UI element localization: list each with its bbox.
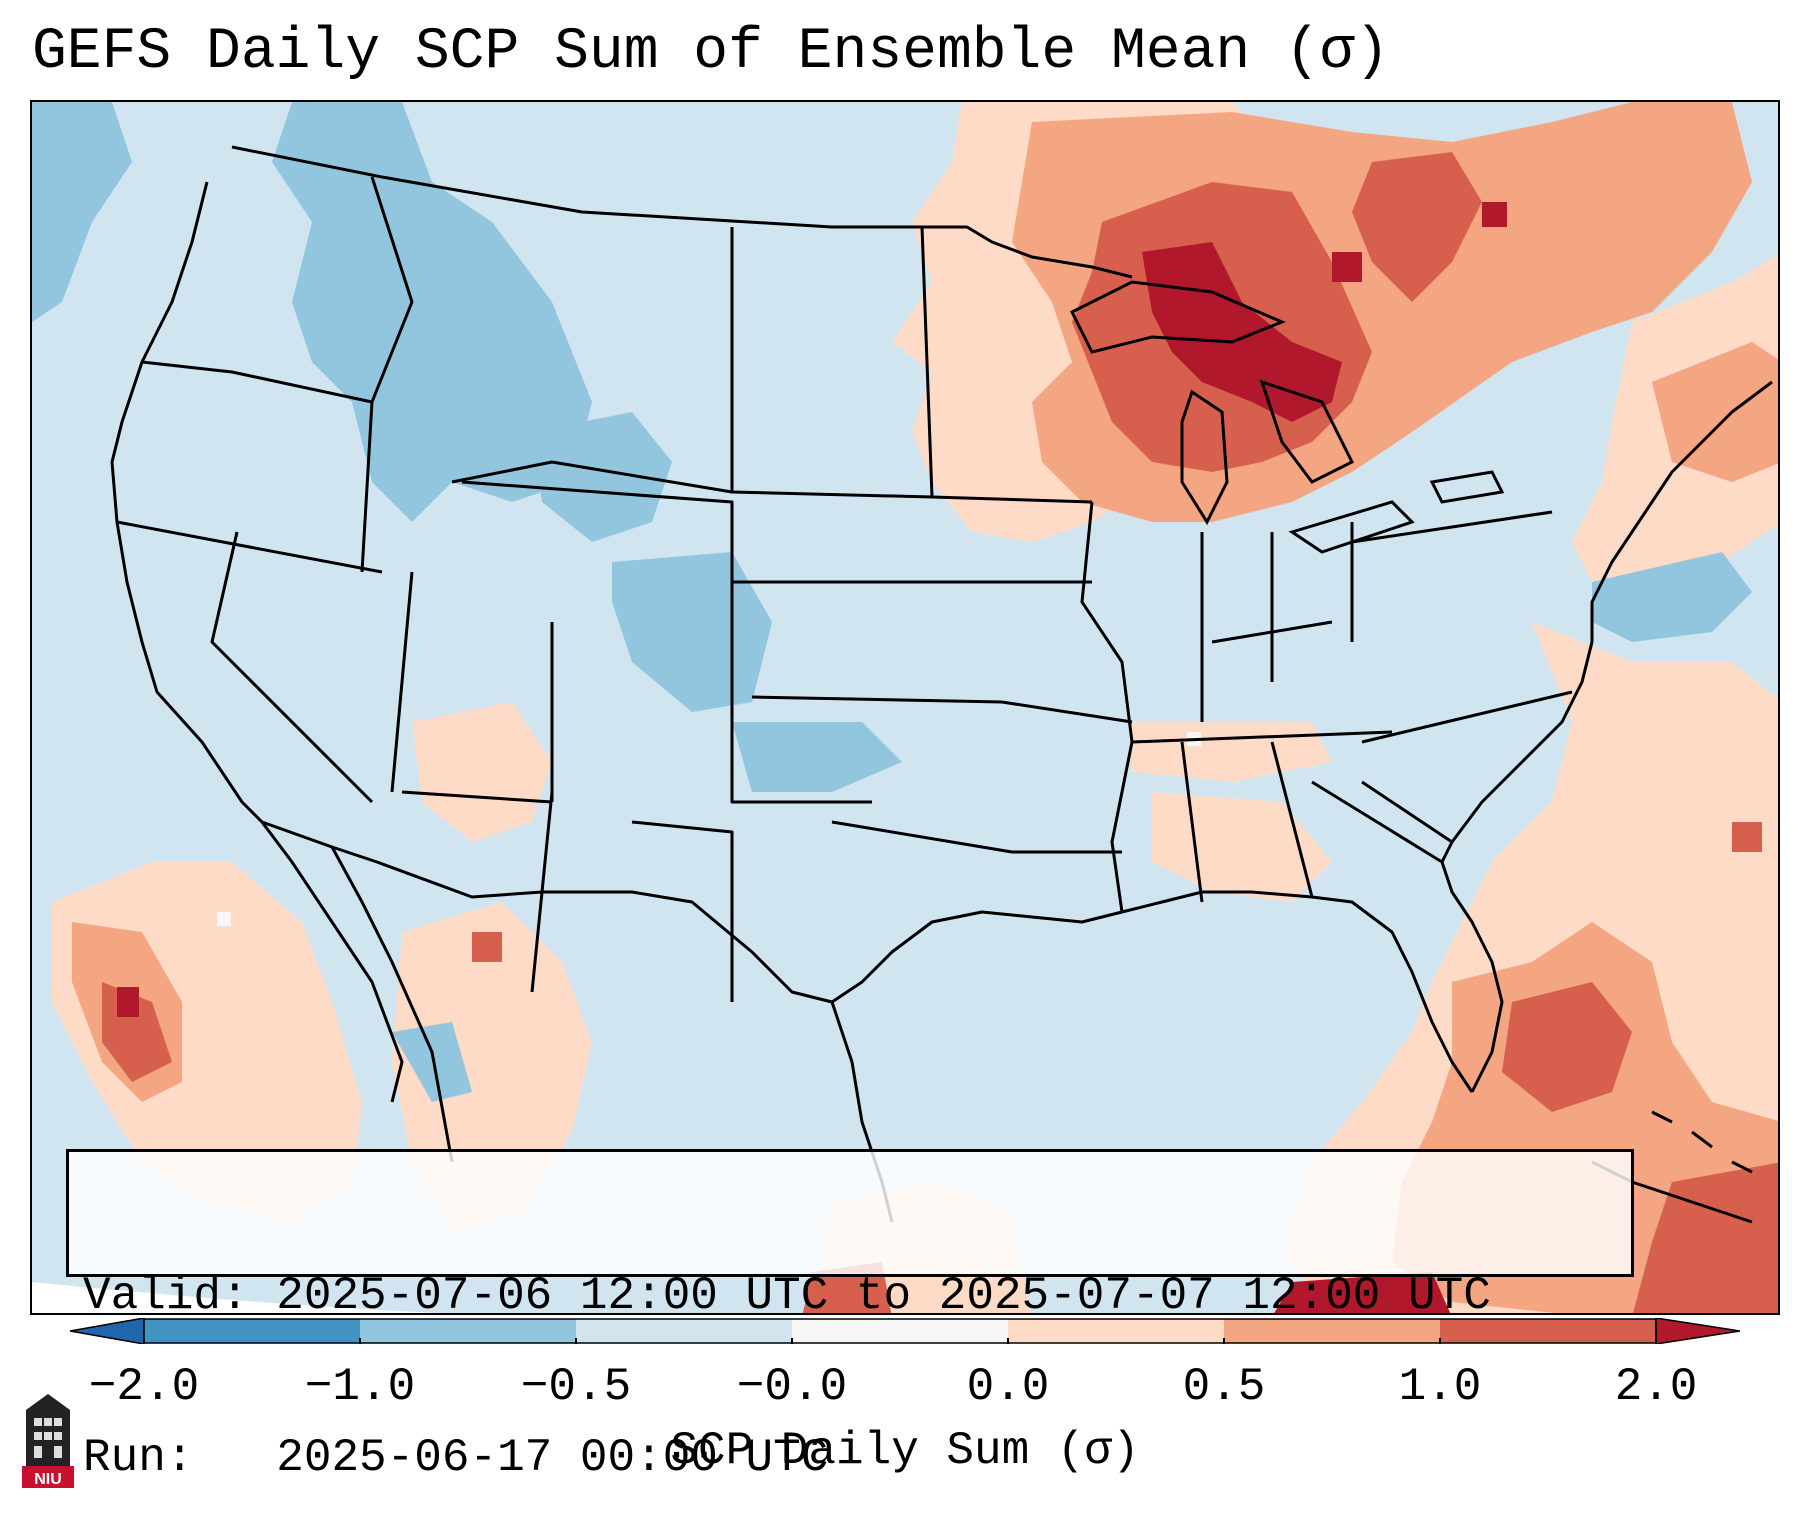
florida bbox=[1440, 841, 1504, 1093]
lake-michigan bbox=[1180, 389, 1229, 526]
state-line-ms-al bbox=[1180, 741, 1204, 903]
state-line-ks-ok bbox=[751, 695, 1003, 704]
map-panel bbox=[30, 100, 1780, 1315]
east-coast bbox=[1450, 380, 1773, 843]
colorbar-tick-label: −2.0 bbox=[88, 1361, 200, 1413]
colorbar-tick-label: 0.5 bbox=[1182, 1361, 1266, 1413]
state-line-al-ga bbox=[1270, 741, 1314, 898]
anomaly-region-oklahoma-negative bbox=[732, 722, 902, 792]
state-line-mt-wy bbox=[451, 460, 733, 494]
state-line-az-nm bbox=[530, 791, 554, 993]
anomaly-cell-quebec-extreme bbox=[1332, 252, 1362, 282]
anomaly-region-cuba-extreme bbox=[1274, 1272, 1451, 1313]
anomaly-region-quebec-strong bbox=[1352, 152, 1482, 302]
state-line-mn-west bbox=[920, 226, 934, 498]
niu-logo-text: NIU bbox=[34, 1471, 62, 1488]
valid-time-box: Valid: 2025-07-06 12:00 UTC to 2025-07-0… bbox=[66, 1149, 1634, 1484]
lake-ontario bbox=[1429, 470, 1505, 504]
baja-california bbox=[260, 821, 404, 1103]
us-canada-border bbox=[231, 145, 1133, 279]
anomaly-region-atlantic-negative bbox=[1592, 552, 1752, 642]
anomaly-region-great-lakes-extreme bbox=[1142, 242, 1342, 422]
anomaly-cell-mexico-strong bbox=[472, 932, 502, 962]
state-line-ok-tx bbox=[831, 820, 1013, 854]
zero-cell-pacific bbox=[217, 912, 231, 926]
state-line-pa-ny bbox=[1351, 510, 1553, 544]
gulf-coast-east bbox=[1121, 890, 1474, 1093]
state-line-nv-ut bbox=[390, 571, 414, 793]
anomaly-cell-atlantic-strong bbox=[1732, 822, 1762, 852]
state-line-mn-ia bbox=[931, 495, 1093, 504]
projection-edge bbox=[32, 1282, 439, 1313]
state-line-nc-sc bbox=[1361, 780, 1453, 844]
niu-logo-windows bbox=[34, 1418, 62, 1458]
state-line-or-ca bbox=[116, 520, 383, 574]
texas-gulf-coast bbox=[831, 910, 1123, 1004]
state-line-va-nc bbox=[1361, 690, 1573, 744]
anomaly-region-pacific-northwest-negative bbox=[32, 102, 132, 322]
anomaly-region-florida-strong bbox=[1502, 982, 1632, 1112]
colorbar-ticks bbox=[143, 1338, 1657, 1344]
state-line-nm-tx bbox=[631, 820, 734, 1002]
valid-time-text: Valid: 2025-07-06 12:00 UTC to 2025-07-0… bbox=[83, 1270, 1491, 1322]
anomaly-map bbox=[32, 102, 1778, 1313]
state-line-mississippi-river bbox=[1080, 501, 1134, 913]
colorbar-bin-2 bbox=[360, 1319, 576, 1343]
anomaly-region-gulf-coast-positive bbox=[1152, 792, 1332, 902]
colorbar-outline bbox=[143, 1318, 1657, 1344]
state-line-wa-or bbox=[141, 360, 373, 404]
state-line-ga-sc bbox=[1311, 780, 1443, 864]
colorbar-tick-label: −0.0 bbox=[736, 1361, 848, 1413]
colorbar-tick-label: −1.0 bbox=[304, 1361, 416, 1413]
us-mexico-border bbox=[261, 820, 833, 1004]
anomaly-region-caribbean-strong bbox=[1633, 1162, 1778, 1313]
run-time-text: Run: 2025-06-17 00:00 UTC bbox=[83, 1432, 829, 1484]
map-borders bbox=[110, 145, 1773, 1093]
anomaly-region-idaho-wyoming-negative bbox=[272, 102, 592, 522]
state-line-nv-ca bbox=[210, 531, 374, 804]
colorbar-bin-6 bbox=[1224, 1319, 1440, 1343]
colorbar-tick-label: 0.0 bbox=[966, 1361, 1050, 1413]
state-line-wy bbox=[461, 480, 734, 662]
bahamas bbox=[1651, 1110, 1753, 1174]
anomaly-cell-pacific-extreme bbox=[117, 987, 139, 1017]
colorbar-tick-label: 2.0 bbox=[1614, 1361, 1698, 1413]
state-line-id-east bbox=[360, 176, 414, 573]
colorbar-bin-5 bbox=[1008, 1319, 1224, 1343]
great-lakes bbox=[1069, 280, 1505, 554]
gulf-of-california bbox=[330, 846, 454, 1163]
colorbar-extend-low bbox=[70, 1318, 145, 1344]
state-line-tn-ky bbox=[1131, 730, 1393, 744]
lake-huron bbox=[1259, 379, 1355, 484]
niu-logo-tower bbox=[26, 1394, 70, 1466]
state-line-co-ks bbox=[730, 662, 872, 804]
colorbar-bin-7 bbox=[1440, 1319, 1656, 1343]
state-line-mo-ar bbox=[1001, 700, 1133, 724]
state-line-ut-az bbox=[401, 790, 553, 804]
niu-logo: NIU bbox=[22, 1394, 74, 1488]
anomaly-region-baja-negative bbox=[392, 1022, 472, 1102]
colorbar-tick-label: −0.5 bbox=[520, 1361, 632, 1413]
lake-erie bbox=[1288, 500, 1415, 554]
colorbar bbox=[70, 1318, 1740, 1344]
niu-logo-banner bbox=[22, 1466, 74, 1488]
colorbar-tick-label: 1.0 bbox=[1398, 1361, 1482, 1413]
anomaly-region-wyoming-negative bbox=[532, 412, 672, 542]
colorbar-bin-1 bbox=[144, 1319, 360, 1343]
colorbar-bin-3 bbox=[576, 1319, 792, 1343]
anomaly-region-arizona-positive bbox=[412, 702, 552, 842]
anomaly-cell-quebec-extreme-2 bbox=[1482, 202, 1507, 227]
state-line-nd-sd bbox=[730, 227, 933, 499]
plot-title: GEFS Daily SCP Sum of Ensemble Mean (σ) bbox=[32, 20, 1390, 85]
lake-superior bbox=[1069, 280, 1286, 354]
colorbar-bin-4 bbox=[792, 1319, 1008, 1343]
colorbar-label: SCP Daily Sum (σ) bbox=[670, 1425, 1140, 1477]
colorbar-extend-high bbox=[1655, 1318, 1740, 1344]
anomaly-region-new-england-moderate bbox=[1652, 342, 1778, 482]
